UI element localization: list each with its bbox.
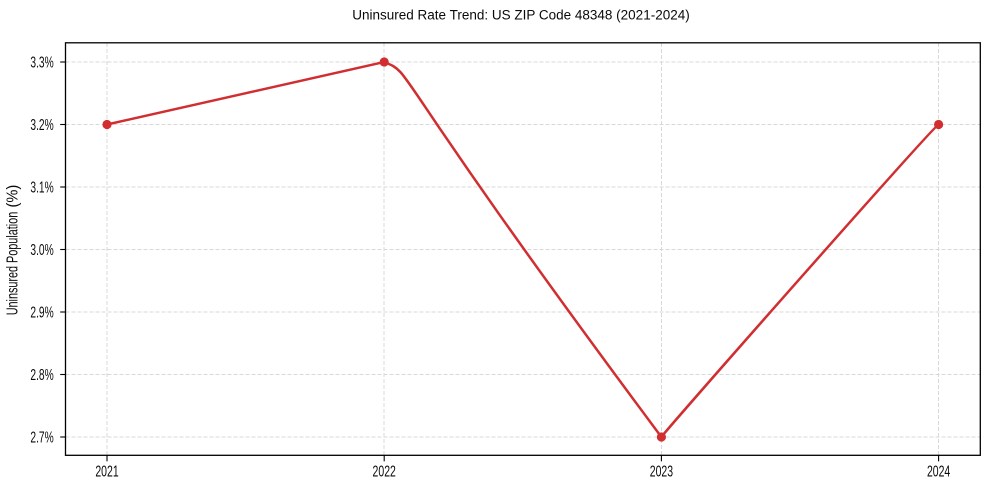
- svg-text:3.0%: 3.0%: [30, 241, 54, 259]
- svg-text:3.3%: 3.3%: [30, 53, 54, 71]
- svg-text:2023: 2023: [650, 462, 673, 480]
- svg-text:3.1%: 3.1%: [30, 178, 54, 196]
- svg-text:2022: 2022: [373, 462, 396, 480]
- svg-text:2.9%: 2.9%: [30, 303, 54, 321]
- svg-text:2.8%: 2.8%: [30, 366, 54, 384]
- svg-text:Uninsured Rate Trend: US ZIP C: Uninsured Rate Trend: US ZIP Code 48348 …: [352, 8, 689, 23]
- svg-text:2024: 2024: [927, 462, 950, 480]
- svg-text:(%): (%): [4, 185, 22, 208]
- svg-text:2021: 2021: [95, 462, 118, 480]
- svg-text:Uninsured Population: Uninsured Population: [4, 212, 21, 316]
- svg-text:2.7%: 2.7%: [30, 428, 54, 446]
- svg-text:3.2%: 3.2%: [30, 116, 54, 134]
